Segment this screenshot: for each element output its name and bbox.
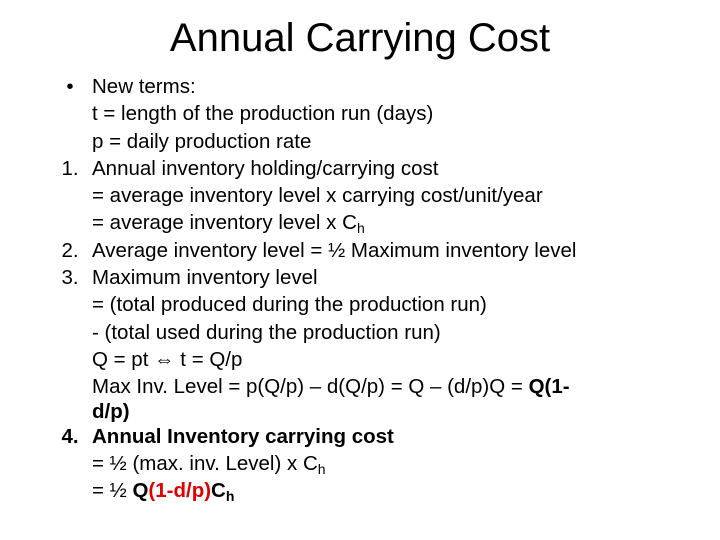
line-new-terms: New terms: <box>92 75 196 98</box>
line-annual-inventory-carrying-cost: Annual Inventory carrying cost <box>92 424 394 448</box>
line-average-inventory-level: Average inventory level = ½ Maximum inve… <box>92 238 577 262</box>
line-avg-inventory-ch: = average inventory level x Ch <box>92 211 365 237</box>
bullet-marker: • <box>66 75 74 98</box>
line-final-formula: = ½ Q(1-d/p)Ch <box>92 479 235 505</box>
line-total-produced: = (total produced during the production … <box>92 293 487 317</box>
line-q-equals-pt: Q = pt ⇔ t = Q/p <box>92 347 243 371</box>
line-p-definition: p = daily production rate <box>92 129 312 153</box>
line-max-inv-level: Max Inv. Level = p(Q/p) – d(Q/p) = Q – (… <box>92 375 570 399</box>
double-arrow-icon: ⇔ <box>154 347 175 371</box>
line-annual-holding-cost: Annual inventory holding/carrying cost <box>92 156 439 180</box>
slide-body: • New terms: t = length of the productio… <box>0 73 720 504</box>
subscript-h: h <box>317 460 326 477</box>
line-half-max-inv: = ½ (max. inv. Level) x Ch <box>92 451 326 477</box>
bullet-row: • New terms: <box>0 73 720 100</box>
slide-title: Annual Carrying Cost <box>169 16 551 60</box>
list-number-3: 3. <box>61 266 79 290</box>
list-number-4: 4. <box>61 424 79 448</box>
line-t-definition: t = length of the production run (days) <box>92 102 434 126</box>
line-maximum-inventory-level: Maximum inventory level <box>92 266 318 290</box>
line-avg-inventory-carrying: = average inventory level x carrying cos… <box>92 184 543 208</box>
line-total-used: - (total used during the production run) <box>92 320 441 344</box>
subscript-h: h <box>225 488 235 505</box>
line-max-inv-level-cont: d/p) <box>92 399 130 423</box>
subscript-h: h <box>356 220 365 237</box>
list-number-2: 2. <box>61 238 79 262</box>
list-number-1: 1. <box>61 156 79 180</box>
highlighted-term: (1-d/p) <box>148 479 212 503</box>
